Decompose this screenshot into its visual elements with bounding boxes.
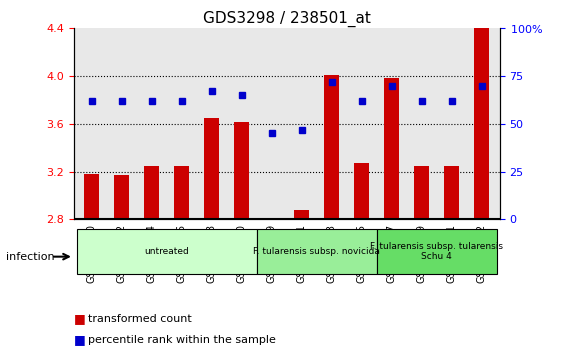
FancyBboxPatch shape (257, 229, 377, 274)
Bar (324, 75, 339, 219)
Text: transformed count: transformed count (88, 314, 192, 324)
Bar (114, 175, 130, 219)
Text: percentile rank within the sample: percentile rank within the sample (88, 335, 276, 345)
Text: F. tularensis subsp. novicida: F. tularensis subsp. novicida (253, 247, 381, 256)
Text: ■: ■ (74, 312, 86, 325)
Text: untreated: untreated (144, 247, 189, 256)
Bar (235, 121, 249, 219)
Bar (444, 166, 460, 219)
Text: F. tularensis subsp. tularensis
Schu 4: F. tularensis subsp. tularensis Schu 4 (370, 242, 503, 261)
FancyBboxPatch shape (377, 229, 497, 274)
Text: infection: infection (6, 252, 55, 262)
Bar (474, 16, 490, 219)
Bar (204, 118, 219, 219)
FancyBboxPatch shape (77, 229, 257, 274)
Bar (385, 79, 399, 219)
Bar (414, 166, 429, 219)
Bar (84, 174, 99, 219)
Text: ■: ■ (74, 333, 86, 346)
Bar (144, 166, 160, 219)
Bar (354, 163, 369, 219)
Title: GDS3298 / 238501_at: GDS3298 / 238501_at (203, 11, 371, 27)
Bar (294, 210, 310, 219)
Bar (264, 218, 279, 219)
Bar (174, 166, 189, 219)
